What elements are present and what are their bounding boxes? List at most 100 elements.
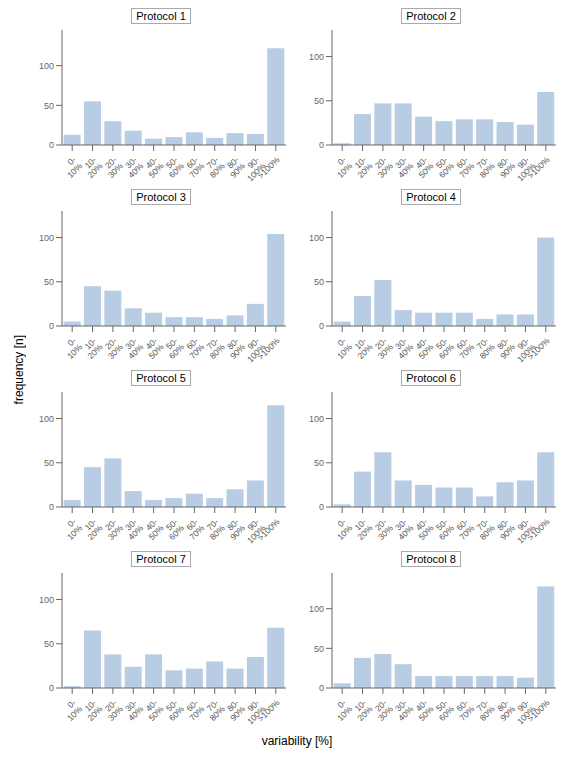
svg-text:0-10%: 0-10% <box>59 154 85 180</box>
svg-text:>100%: >100% <box>256 154 282 180</box>
svg-text:10-20%: 10-20% <box>349 516 375 542</box>
svg-text:70-80%: 70-80% <box>471 516 497 542</box>
svg-text:100: 100 <box>39 595 54 605</box>
svg-text:50-60%: 50-60% <box>431 516 457 542</box>
svg-text:70-80%: 70-80% <box>201 335 227 361</box>
svg-text:0-10%: 0-10% <box>329 154 355 180</box>
svg-text:100: 100 <box>39 233 54 243</box>
svg-text:60-70%: 60-70% <box>181 335 207 361</box>
svg-text:30-40%: 30-40% <box>390 335 416 361</box>
svg-text:100: 100 <box>39 414 54 424</box>
svg-text:50-60%: 50-60% <box>431 697 457 723</box>
svg-text:50-60%: 50-60% <box>431 335 457 361</box>
svg-text:80-90%: 80-90% <box>492 154 518 180</box>
svg-text:60-70%: 60-70% <box>181 697 207 723</box>
svg-text:50-60%: 50-60% <box>161 335 187 361</box>
svg-text:10-20%: 10-20% <box>79 154 105 180</box>
svg-text:50-60%: 50-60% <box>161 697 187 723</box>
svg-text:70-80%: 70-80% <box>471 697 497 723</box>
svg-text:100: 100 <box>39 61 54 71</box>
svg-text:0: 0 <box>319 140 324 150</box>
svg-text:50: 50 <box>314 96 324 106</box>
svg-text:60-70%: 60-70% <box>451 697 477 723</box>
svg-text:50: 50 <box>44 101 54 111</box>
svg-text:30-40%: 30-40% <box>120 154 146 180</box>
svg-text:50-60%: 50-60% <box>431 154 457 180</box>
svg-text:20-30%: 20-30% <box>369 516 395 542</box>
svg-text:30-40%: 30-40% <box>390 697 416 723</box>
svg-text:0: 0 <box>49 502 54 512</box>
svg-text:20-30%: 20-30% <box>99 697 125 723</box>
svg-text:0-10%: 0-10% <box>59 697 85 723</box>
svg-text:>100%: >100% <box>256 697 282 723</box>
svg-text:80-90%: 80-90% <box>222 335 248 361</box>
svg-text:10-20%: 10-20% <box>79 516 105 542</box>
svg-text:70-80%: 70-80% <box>471 335 497 361</box>
svg-text:0: 0 <box>49 140 54 150</box>
svg-text:70-80%: 70-80% <box>201 697 227 723</box>
svg-text:20-30%: 20-30% <box>99 335 125 361</box>
svg-text:0: 0 <box>319 683 324 693</box>
svg-text:0-10%: 0-10% <box>329 335 355 361</box>
svg-text:10-20%: 10-20% <box>79 697 105 723</box>
svg-text:0-10%: 0-10% <box>59 335 85 361</box>
svg-text:60-70%: 60-70% <box>451 335 477 361</box>
svg-text:>100%: >100% <box>526 335 552 361</box>
svg-text:60-70%: 60-70% <box>181 516 207 542</box>
svg-text:40-50%: 40-50% <box>140 697 166 723</box>
svg-text:30-40%: 30-40% <box>120 335 146 361</box>
svg-text:60-70%: 60-70% <box>451 516 477 542</box>
svg-text:40-50%: 40-50% <box>410 516 436 542</box>
svg-text:>100%: >100% <box>256 516 282 542</box>
svg-text:70-80%: 70-80% <box>201 154 227 180</box>
svg-text:0: 0 <box>319 502 324 512</box>
svg-text:>100%: >100% <box>526 697 552 723</box>
svg-text:60-70%: 60-70% <box>181 154 207 180</box>
svg-text:40-50%: 40-50% <box>410 154 436 180</box>
svg-text:30-40%: 30-40% <box>120 697 146 723</box>
svg-text:10-20%: 10-20% <box>349 154 375 180</box>
svg-text:>100%: >100% <box>256 335 282 361</box>
svg-text:0-10%: 0-10% <box>329 697 355 723</box>
svg-text:50: 50 <box>314 458 324 468</box>
svg-text:80-90%: 80-90% <box>492 697 518 723</box>
svg-text:0-10%: 0-10% <box>59 516 85 542</box>
svg-text:20-30%: 20-30% <box>369 154 395 180</box>
svg-text:80-90%: 80-90% <box>222 516 248 542</box>
svg-text:40-50%: 40-50% <box>410 697 436 723</box>
svg-text:70-80%: 70-80% <box>471 154 497 180</box>
svg-text:30-40%: 30-40% <box>390 154 416 180</box>
svg-text:10-20%: 10-20% <box>349 697 375 723</box>
svg-text:60-70%: 60-70% <box>451 154 477 180</box>
svg-text:30-40%: 30-40% <box>120 516 146 542</box>
svg-text:20-30%: 20-30% <box>369 335 395 361</box>
svg-text:30-40%: 30-40% <box>390 516 416 542</box>
svg-text:40-50%: 40-50% <box>140 335 166 361</box>
svg-text:80-90%: 80-90% <box>492 335 518 361</box>
svg-text:100: 100 <box>309 233 324 243</box>
svg-text:0: 0 <box>49 683 54 693</box>
svg-text:10-20%: 10-20% <box>79 335 105 361</box>
svg-text:40-50%: 40-50% <box>410 335 436 361</box>
svg-text:50: 50 <box>314 644 324 654</box>
svg-text:70-80%: 70-80% <box>201 516 227 542</box>
svg-text:0: 0 <box>49 321 54 331</box>
svg-text:20-30%: 20-30% <box>99 154 125 180</box>
svg-text:80-90%: 80-90% <box>222 697 248 723</box>
svg-text:80-90%: 80-90% <box>222 154 248 180</box>
svg-text:40-50%: 40-50% <box>140 516 166 542</box>
svg-text:20-30%: 20-30% <box>369 697 395 723</box>
svg-text:100: 100 <box>309 52 324 62</box>
svg-text:>100%: >100% <box>526 154 552 180</box>
svg-text:50: 50 <box>44 458 54 468</box>
svg-text:20-30%: 20-30% <box>99 516 125 542</box>
svg-text:80-90%: 80-90% <box>492 516 518 542</box>
svg-text:0: 0 <box>319 321 324 331</box>
svg-text:100: 100 <box>309 414 324 424</box>
svg-text:50-60%: 50-60% <box>161 516 187 542</box>
svg-text:0-10%: 0-10% <box>329 516 355 542</box>
svg-text:50-60%: 50-60% <box>161 154 187 180</box>
svg-text:100: 100 <box>309 604 324 614</box>
svg-text:50: 50 <box>44 277 54 287</box>
svg-text:10-20%: 10-20% <box>349 335 375 361</box>
